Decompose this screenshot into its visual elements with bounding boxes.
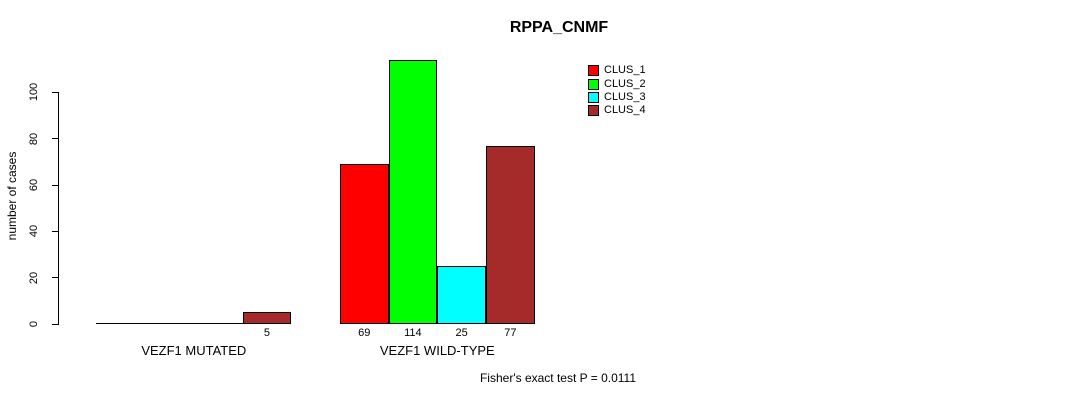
fisher-test-note: Fisher's exact test P = 0.0111 — [479, 371, 637, 385]
bar-value-label: 5 — [263, 327, 270, 339]
legend-color-swatch — [588, 91, 599, 103]
legend-label: CLUS_2 — [604, 77, 646, 90]
y-tick-label: 20 — [28, 271, 40, 284]
y-tick-label: 60 — [28, 178, 40, 192]
chart-title: RPPA_CNMF — [509, 19, 609, 36]
legend-item-clus_1: CLUS_1 — [588, 64, 646, 77]
y-tick-label: 80 — [28, 132, 40, 145]
bar-clus_4-group1 — [486, 145, 535, 324]
zero-bar-clus_3-group0 — [193, 323, 243, 324]
y-tick-mark — [52, 184, 59, 186]
y-axis-title: number of cases — [5, 151, 19, 241]
y-tick-mark — [52, 91, 59, 93]
bar-value-label: 69 — [358, 327, 371, 339]
bar-value-label: 114 — [404, 327, 422, 339]
y-tick-label: 40 — [28, 225, 40, 238]
legend-color-swatch — [588, 65, 599, 77]
legend-label: CLUS_3 — [604, 90, 646, 103]
legend-item-clus_3: CLUS_3 — [588, 91, 646, 104]
bar-clus_4-group0 — [242, 312, 292, 324]
y-tick-label: 0 — [28, 320, 40, 328]
legend-color-swatch — [588, 78, 599, 90]
zero-bar-clus_2-group0 — [145, 323, 195, 324]
legend-item-clus_4: CLUS_4 — [588, 104, 646, 117]
bar-value-label: 25 — [455, 327, 468, 339]
y-tick-mark — [52, 323, 59, 325]
y-tick-label: 100 — [28, 83, 40, 102]
bar-clus_2-group1 — [388, 59, 438, 324]
x-category-label-wildtype: VEZF1 WILD-TYPE — [379, 343, 495, 358]
legend-label: CLUS_1 — [604, 64, 646, 77]
y-tick-mark — [52, 138, 59, 140]
legend-item-clus_2: CLUS_2 — [588, 77, 646, 90]
bar-value-label: 77 — [504, 327, 517, 339]
x-category-label-mutated: VEZF1 MUTATED — [141, 343, 247, 358]
bar-clus_1-group1 — [339, 164, 389, 324]
y-tick-mark — [52, 230, 59, 232]
legend-label: CLUS_4 — [604, 104, 646, 117]
legend-color-swatch — [588, 105, 599, 117]
y-axis-line — [58, 92, 59, 324]
legend: CLUS_1 CLUS_2 CLUS_3 CLUS_4 — [588, 64, 646, 118]
bar-clus_3-group1 — [437, 266, 486, 324]
y-tick-mark — [52, 277, 59, 279]
zero-bar-clus_1-group0 — [96, 323, 146, 324]
